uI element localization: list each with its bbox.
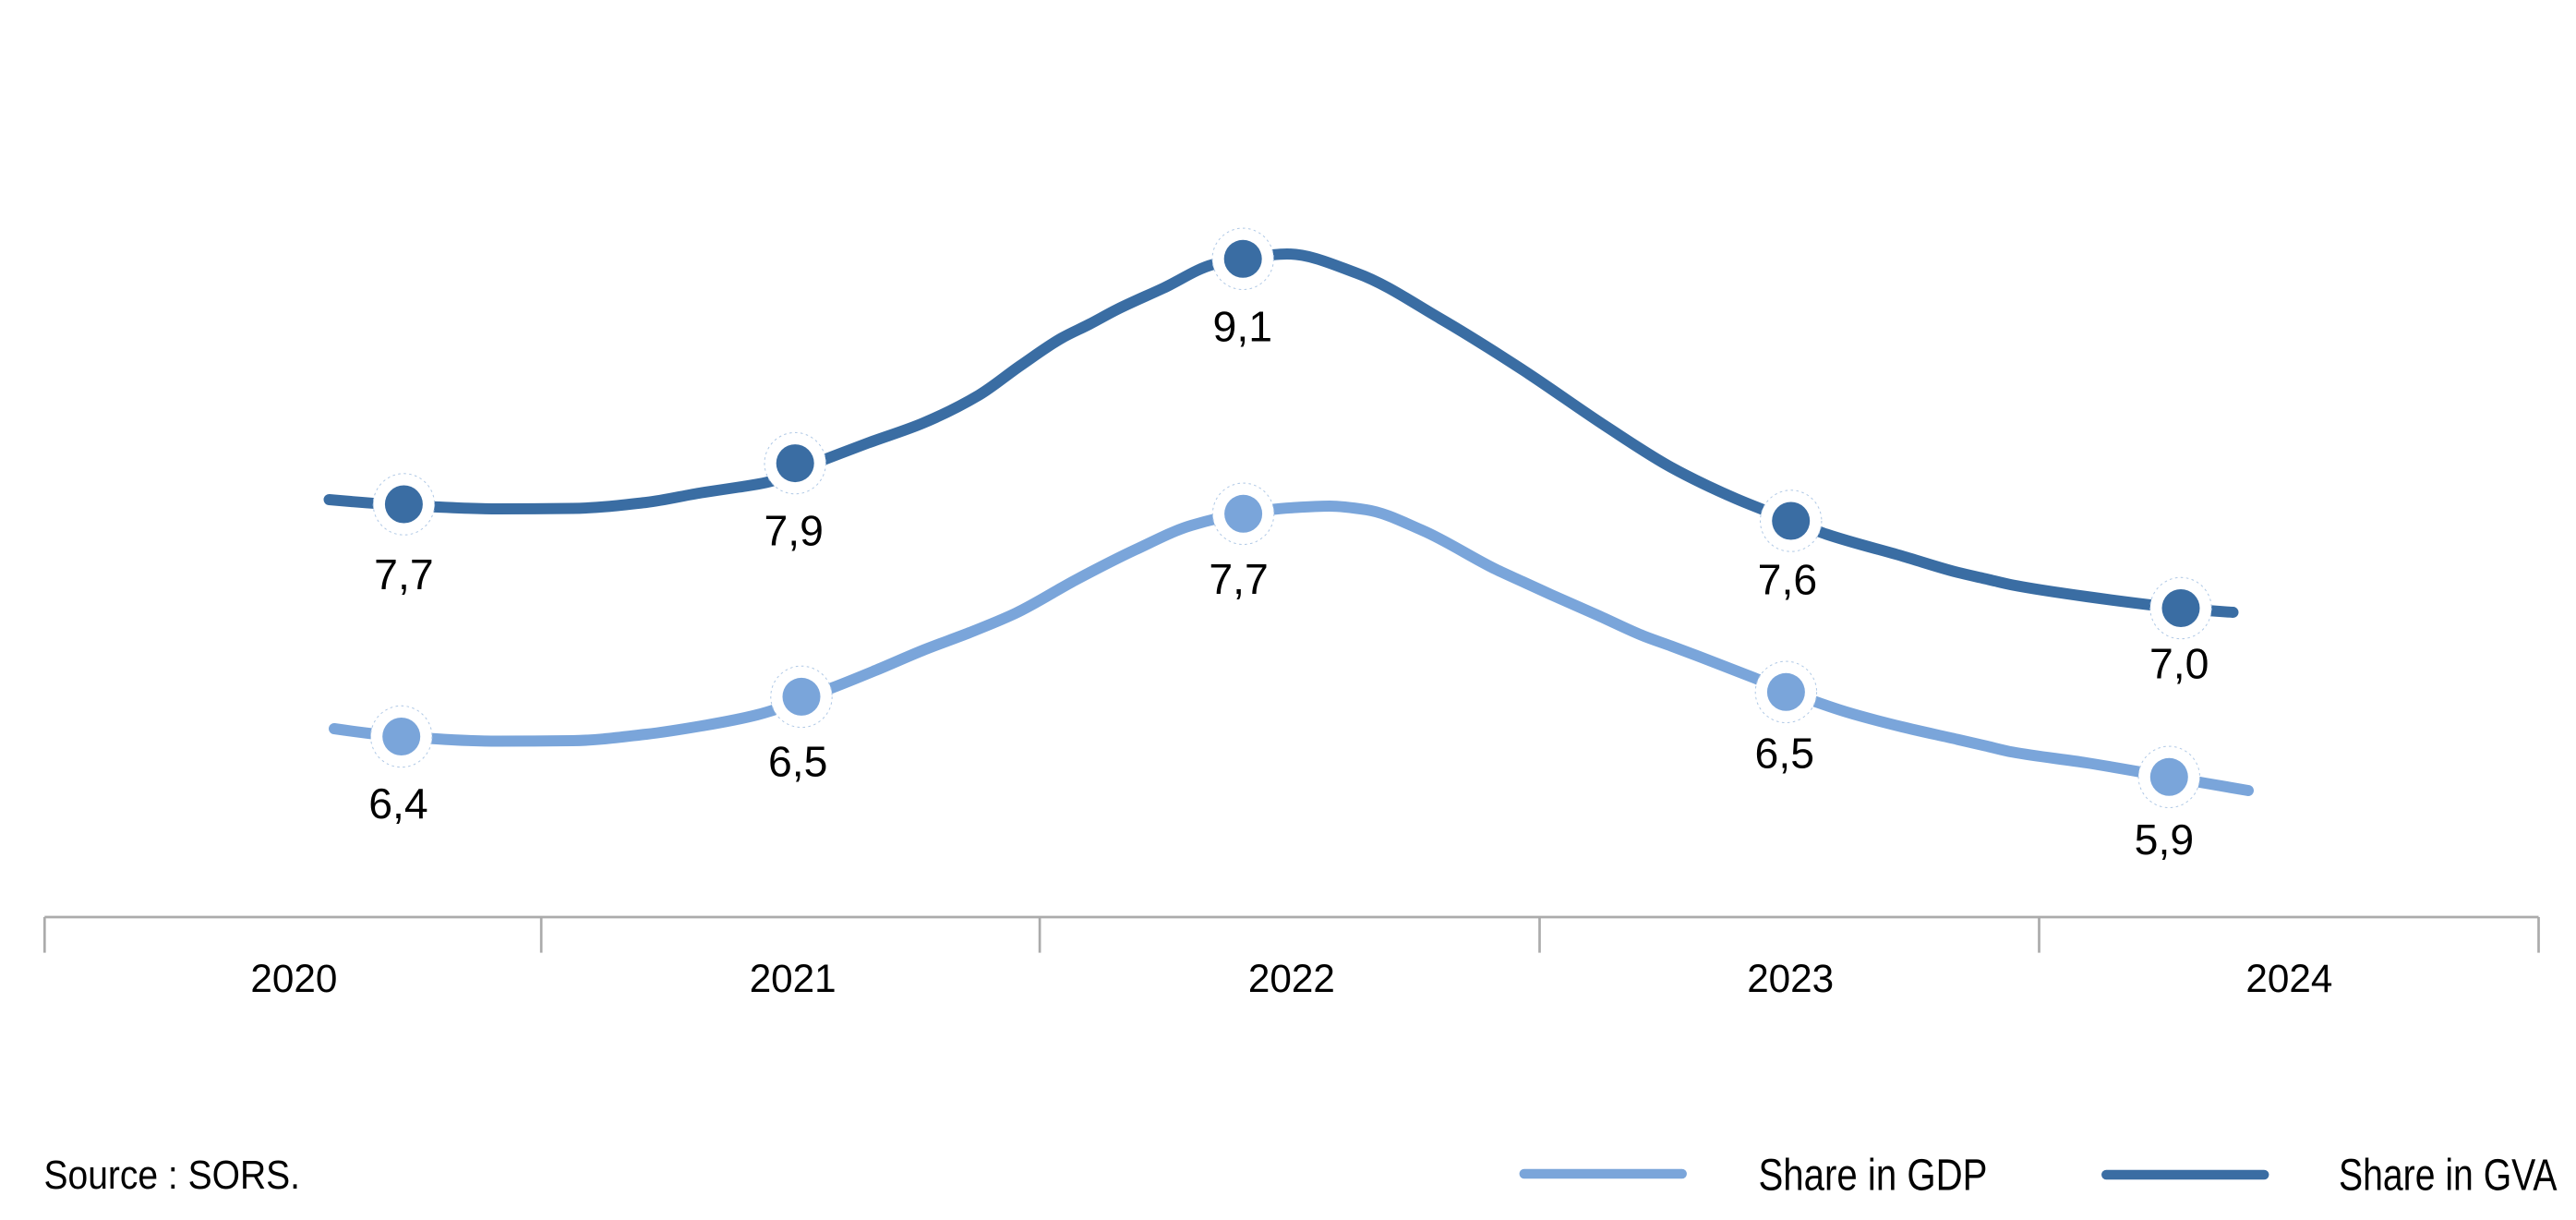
svg-text:7,6: 7,6	[1758, 555, 1818, 603]
svg-text:Share in GDP: Share in GDP	[1759, 1152, 1988, 1201]
svg-text:Source : SORS.: Source : SORS.	[44, 1153, 301, 1198]
svg-text:7,7: 7,7	[1209, 555, 1269, 603]
svg-text:2023: 2023	[1747, 958, 1834, 1001]
svg-text:6,5: 6,5	[1755, 730, 1815, 778]
svg-text:7,7: 7,7	[374, 550, 434, 598]
svg-text:2024: 2024	[2245, 958, 2332, 1001]
svg-text:9,1: 9,1	[1213, 303, 1273, 351]
svg-text:2022: 2022	[1248, 958, 1335, 1001]
svg-text:2021: 2021	[750, 958, 837, 1001]
svg-text:6,5: 6,5	[768, 737, 828, 785]
svg-text:5,9: 5,9	[2135, 815, 2195, 864]
svg-text:6,4: 6,4	[368, 779, 428, 827]
svg-text:7,9: 7,9	[764, 506, 824, 554]
svg-text:2020: 2020	[250, 958, 337, 1001]
svg-text:7,0: 7,0	[2149, 640, 2209, 688]
svg-text:Share in GVA: Share in GVA	[2339, 1152, 2558, 1201]
